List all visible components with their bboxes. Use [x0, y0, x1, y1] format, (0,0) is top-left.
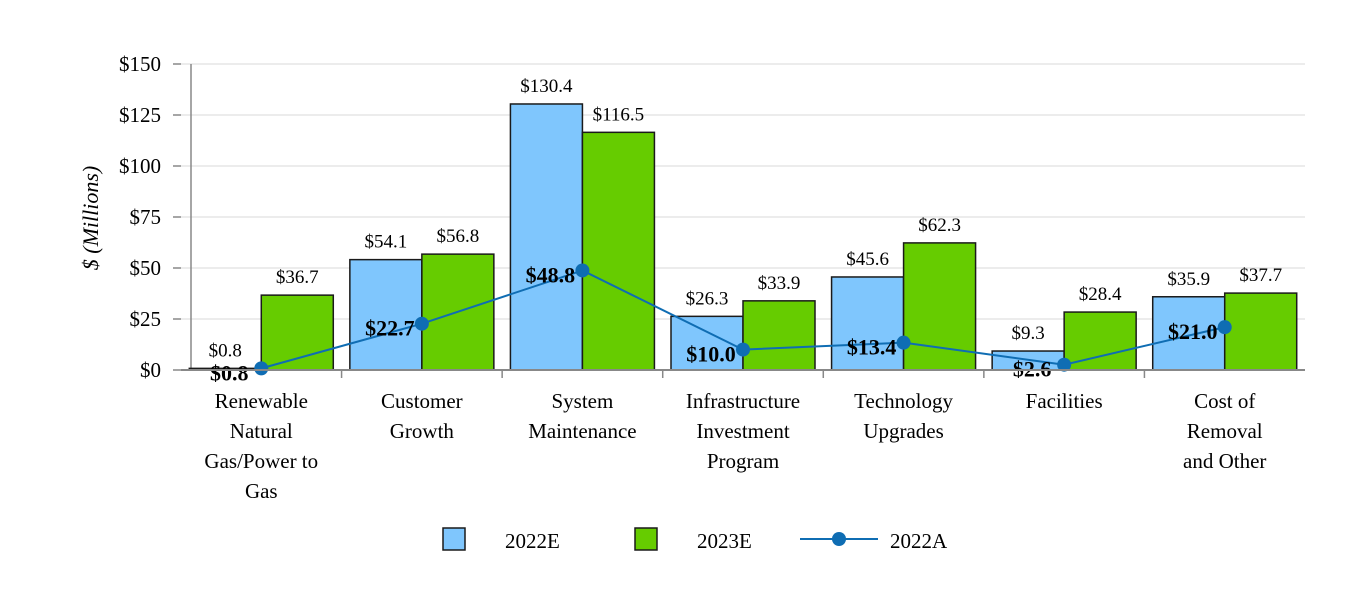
bar-value-label: $36.7: [276, 267, 319, 288]
category-label-line: Cost of: [1194, 389, 1255, 413]
legend-label: 2023E: [697, 529, 752, 553]
category-label-line: Facilities: [1026, 389, 1103, 413]
category-label-line: Gas: [245, 479, 278, 503]
line-point-2022A: [575, 263, 590, 278]
category-label: Renewable Natural Gas/Power to Gas: [204, 389, 318, 503]
bar-2022E: [349, 258, 423, 371]
y-tick-label: $125: [119, 103, 161, 127]
bar-value-label: $56.8: [436, 226, 479, 247]
y-tick-label: $75: [130, 205, 162, 229]
line-point-2022A: [414, 316, 429, 331]
line-value-label: $21.0: [1168, 319, 1218, 344]
legend-label: 2022A: [890, 529, 948, 553]
line-point-2022A: [896, 335, 911, 350]
legend-swatch-2022E: [442, 527, 466, 551]
category-label-line: Investment: [696, 419, 789, 443]
category-label: Technology Upgrades: [854, 389, 953, 443]
y-axis-label: $ (Millions): [78, 166, 103, 271]
bar-2022E: [509, 103, 584, 371]
bar-value-label: $62.3: [918, 215, 961, 236]
bar-2022E: [830, 276, 905, 371]
bar-value-label: $28.4: [1079, 284, 1122, 305]
y-tick-label: $100: [119, 154, 161, 178]
bars: [188, 103, 1298, 371]
category-label: Infrastructure Investment Program: [686, 389, 800, 473]
category-label-line: Upgrades: [863, 419, 943, 443]
category-label-line: Program: [707, 449, 779, 473]
line-value-label: $13.4: [847, 335, 897, 360]
bar-value-label: $45.6: [846, 249, 889, 270]
bar-2023E: [1063, 311, 1137, 371]
line-value-labels: $0.8$22.7$48.8$10.0 $13.4$2.6$21.0: [210, 262, 1217, 385]
bar-value-label: $26.3: [686, 288, 729, 309]
y-axis: $0 $25 $50 $75 $100 $125 $150: [119, 52, 192, 382]
bar-value-label: $0.8: [209, 340, 242, 361]
bar-2023E: [742, 300, 816, 371]
legend-label: 2022E: [505, 529, 560, 553]
category-label: Cost of Removal and Other: [1183, 389, 1266, 473]
legend-swatch-2023E: [634, 527, 658, 551]
bar-value-label: $9.3: [1012, 323, 1045, 344]
bar-value-labels: $0.8 $54.1 $130.4 $26.3 $45.6 $9.3 $35.9 $36.7 $…: [209, 76, 1282, 361]
category-label-line: Natural: [230, 419, 293, 443]
line-point-2022A: [1217, 320, 1232, 335]
bar-value-label: $116.5: [593, 104, 645, 125]
bar-value-label: $130.4: [520, 76, 573, 97]
y-tick-label: $0: [140, 358, 161, 382]
y-tick-label: $150: [119, 52, 161, 76]
bar-2022E: [1151, 296, 1226, 371]
category-label-line: Growth: [390, 419, 455, 443]
x-axis: Renewable Natural Gas/Power to Gas Customer G…: [181, 369, 1305, 503]
bar-2023E: [902, 242, 977, 371]
category-label: System Maintenance: [528, 389, 636, 443]
category-label-line: Maintenance: [528, 419, 636, 443]
legend: 2022E 2023E 2022A: [442, 527, 948, 553]
category-label-line: Renewable: [215, 389, 308, 413]
line-value-label: $0.8: [210, 360, 249, 385]
line-value-label: $48.8: [526, 262, 576, 287]
bar-value-label: $37.7: [1239, 265, 1282, 286]
category-label-line: Removal: [1187, 419, 1263, 443]
bar-value-label: $54.1: [364, 232, 407, 253]
line-point-2022A: [736, 342, 750, 357]
category-label-line: and Other: [1183, 449, 1266, 473]
category-label: Customer Growth: [381, 389, 463, 443]
bar-2023E: [1223, 292, 1298, 371]
category-label-line: Gas/Power to: [204, 449, 318, 473]
category-label-line: System: [552, 389, 614, 413]
line-point-2022A: [1057, 357, 1072, 372]
bar-value-label: $33.9: [758, 273, 801, 294]
category-label-line: Infrastructure: [686, 389, 800, 413]
bar-2023E: [581, 131, 656, 371]
line-value-label: $10.0: [686, 342, 736, 367]
y-tick-label: $25: [130, 307, 162, 331]
y-tick-label: $50: [130, 256, 162, 280]
category-label-line: Technology: [854, 389, 953, 413]
line-value-label: $22.7: [365, 316, 415, 341]
bar-value-label: $35.9: [1167, 269, 1210, 290]
legend-marker-2022A: [832, 532, 846, 546]
category-label: Facilities: [1026, 389, 1103, 413]
line-series: [254, 263, 1232, 376]
line-point-2022A: [254, 361, 269, 376]
category-label-line: Customer: [381, 389, 463, 413]
